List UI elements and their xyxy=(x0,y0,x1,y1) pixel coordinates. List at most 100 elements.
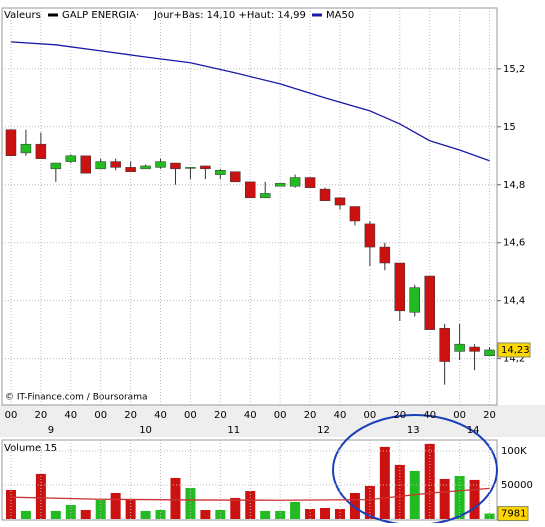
candle-body xyxy=(50,162,62,170)
volume-title: Volume 15 xyxy=(4,443,57,454)
day-label: 13 xyxy=(407,425,420,436)
legend-range: Jour+Bas: 14,10 +Haut: 14,99 xyxy=(153,10,306,21)
day-label: 11 xyxy=(227,425,240,436)
candle-body xyxy=(125,167,136,172)
candle-body xyxy=(289,177,301,187)
x-tick-label: 40 xyxy=(64,410,77,421)
volume-bar xyxy=(469,479,480,519)
y-tick-label: 100K xyxy=(501,446,527,457)
candle-body xyxy=(424,275,435,330)
last-volume-box xyxy=(497,506,529,522)
candle-body xyxy=(215,170,226,175)
volume-bar xyxy=(484,513,495,519)
candle-body xyxy=(155,161,166,168)
volume-bar xyxy=(155,510,166,519)
candle-body xyxy=(364,223,376,248)
candle-body xyxy=(454,343,465,352)
y-tick-label: 15 xyxy=(503,122,516,133)
last-price-box xyxy=(497,342,531,358)
day-label: 14 xyxy=(467,425,480,436)
x-tick-label: 20 xyxy=(304,410,317,421)
volume-bar xyxy=(200,510,211,519)
candle-body xyxy=(394,262,406,312)
day-label: 10 xyxy=(139,425,152,436)
candle-body xyxy=(469,346,480,352)
y-tick-label: 15,2 xyxy=(503,64,525,75)
y-tick-label: 14,6 xyxy=(503,238,525,249)
volume-bar xyxy=(170,477,181,519)
x-tick-label: 40 xyxy=(423,410,436,421)
volume-bar xyxy=(260,510,271,519)
volume-bar xyxy=(50,510,61,519)
x-tick-label: 40 xyxy=(154,410,167,421)
volume-bar xyxy=(305,508,316,519)
volume-bar xyxy=(20,510,31,519)
day-label: 12 xyxy=(317,425,330,436)
volume-bar xyxy=(334,508,345,519)
x-tick-label: 00 xyxy=(184,410,197,421)
x-tick-label: 20 xyxy=(124,410,137,421)
credit: © IT-Finance.com / Boursorama xyxy=(5,393,147,403)
x-tick-label: 20 xyxy=(393,410,406,421)
volume-bar xyxy=(275,510,286,519)
candle-body xyxy=(349,206,361,222)
candle-body xyxy=(304,177,316,188)
x-tick-label: 20 xyxy=(483,410,496,421)
candle-body xyxy=(484,349,495,356)
candle-body xyxy=(334,197,346,206)
candle-body xyxy=(170,162,181,170)
x-tick-label: 20 xyxy=(214,410,227,421)
x-tick-label: 00 xyxy=(274,410,287,421)
candle-body xyxy=(319,188,331,201)
candle-body xyxy=(35,143,47,159)
volume-bar xyxy=(290,501,301,519)
candle-body xyxy=(140,165,151,170)
candle-body xyxy=(259,193,271,199)
volume-bar xyxy=(230,497,241,519)
legend-security: GALP ENERGIA· xyxy=(62,10,139,21)
y-tick-label: 14,2 xyxy=(503,354,525,365)
candle-body xyxy=(230,171,241,183)
x-tick-label: 40 xyxy=(244,410,257,421)
legend-ma: MA50 xyxy=(326,10,354,21)
volume-bar xyxy=(349,492,360,519)
last-price-label: 14,23 xyxy=(501,345,530,356)
x-tick-label: 40 xyxy=(334,410,347,421)
x-tick-label: 20 xyxy=(35,410,48,421)
x-tick-label: 00 xyxy=(364,410,377,421)
last-volume-label: 7981 xyxy=(501,509,526,520)
day-label: 9 xyxy=(48,425,54,436)
candle-body xyxy=(5,129,17,157)
candle-body xyxy=(95,161,106,170)
volume-bar xyxy=(439,478,450,519)
candle-body xyxy=(20,143,32,154)
candle-body xyxy=(274,183,286,187)
candle-body xyxy=(409,287,420,313)
candle-body xyxy=(65,155,77,162)
candle-body xyxy=(185,167,196,169)
volume-bar xyxy=(245,490,256,519)
y-tick-label: 50000 xyxy=(501,480,533,491)
volume-bar xyxy=(5,489,16,519)
y-tick-label: 14,4 xyxy=(503,296,525,307)
ma-line xyxy=(10,41,490,162)
volume-bar xyxy=(424,443,435,519)
volume-bar xyxy=(320,507,331,519)
volume-bar xyxy=(110,492,121,519)
volume-bar xyxy=(140,510,151,519)
volume-bar xyxy=(80,510,91,519)
volume-bar xyxy=(364,485,375,519)
x-tick-label: 00 xyxy=(5,410,18,421)
candle-body xyxy=(439,327,450,362)
volume-ma-line xyxy=(10,487,490,501)
y-tick-label: 14,8 xyxy=(503,180,525,191)
volume-bar xyxy=(215,510,226,519)
price-panel xyxy=(1,7,498,406)
legend-label: Valeurs xyxy=(4,10,41,21)
candle-body xyxy=(244,181,256,199)
volume-bar xyxy=(35,473,46,519)
candle-body xyxy=(80,155,91,174)
volume-bar xyxy=(65,504,76,519)
x-tick-label: 00 xyxy=(453,410,466,421)
